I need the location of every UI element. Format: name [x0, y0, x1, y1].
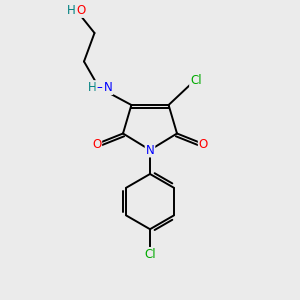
- Text: Cl: Cl: [144, 248, 156, 261]
- Text: O: O: [92, 137, 101, 151]
- Text: Cl: Cl: [190, 74, 202, 87]
- Text: O: O: [199, 137, 208, 151]
- Text: H: H: [67, 4, 76, 17]
- Text: N: N: [146, 143, 154, 157]
- Text: –: –: [97, 81, 103, 94]
- Text: O: O: [76, 4, 85, 17]
- Text: N: N: [103, 81, 112, 94]
- Text: H: H: [88, 81, 97, 94]
